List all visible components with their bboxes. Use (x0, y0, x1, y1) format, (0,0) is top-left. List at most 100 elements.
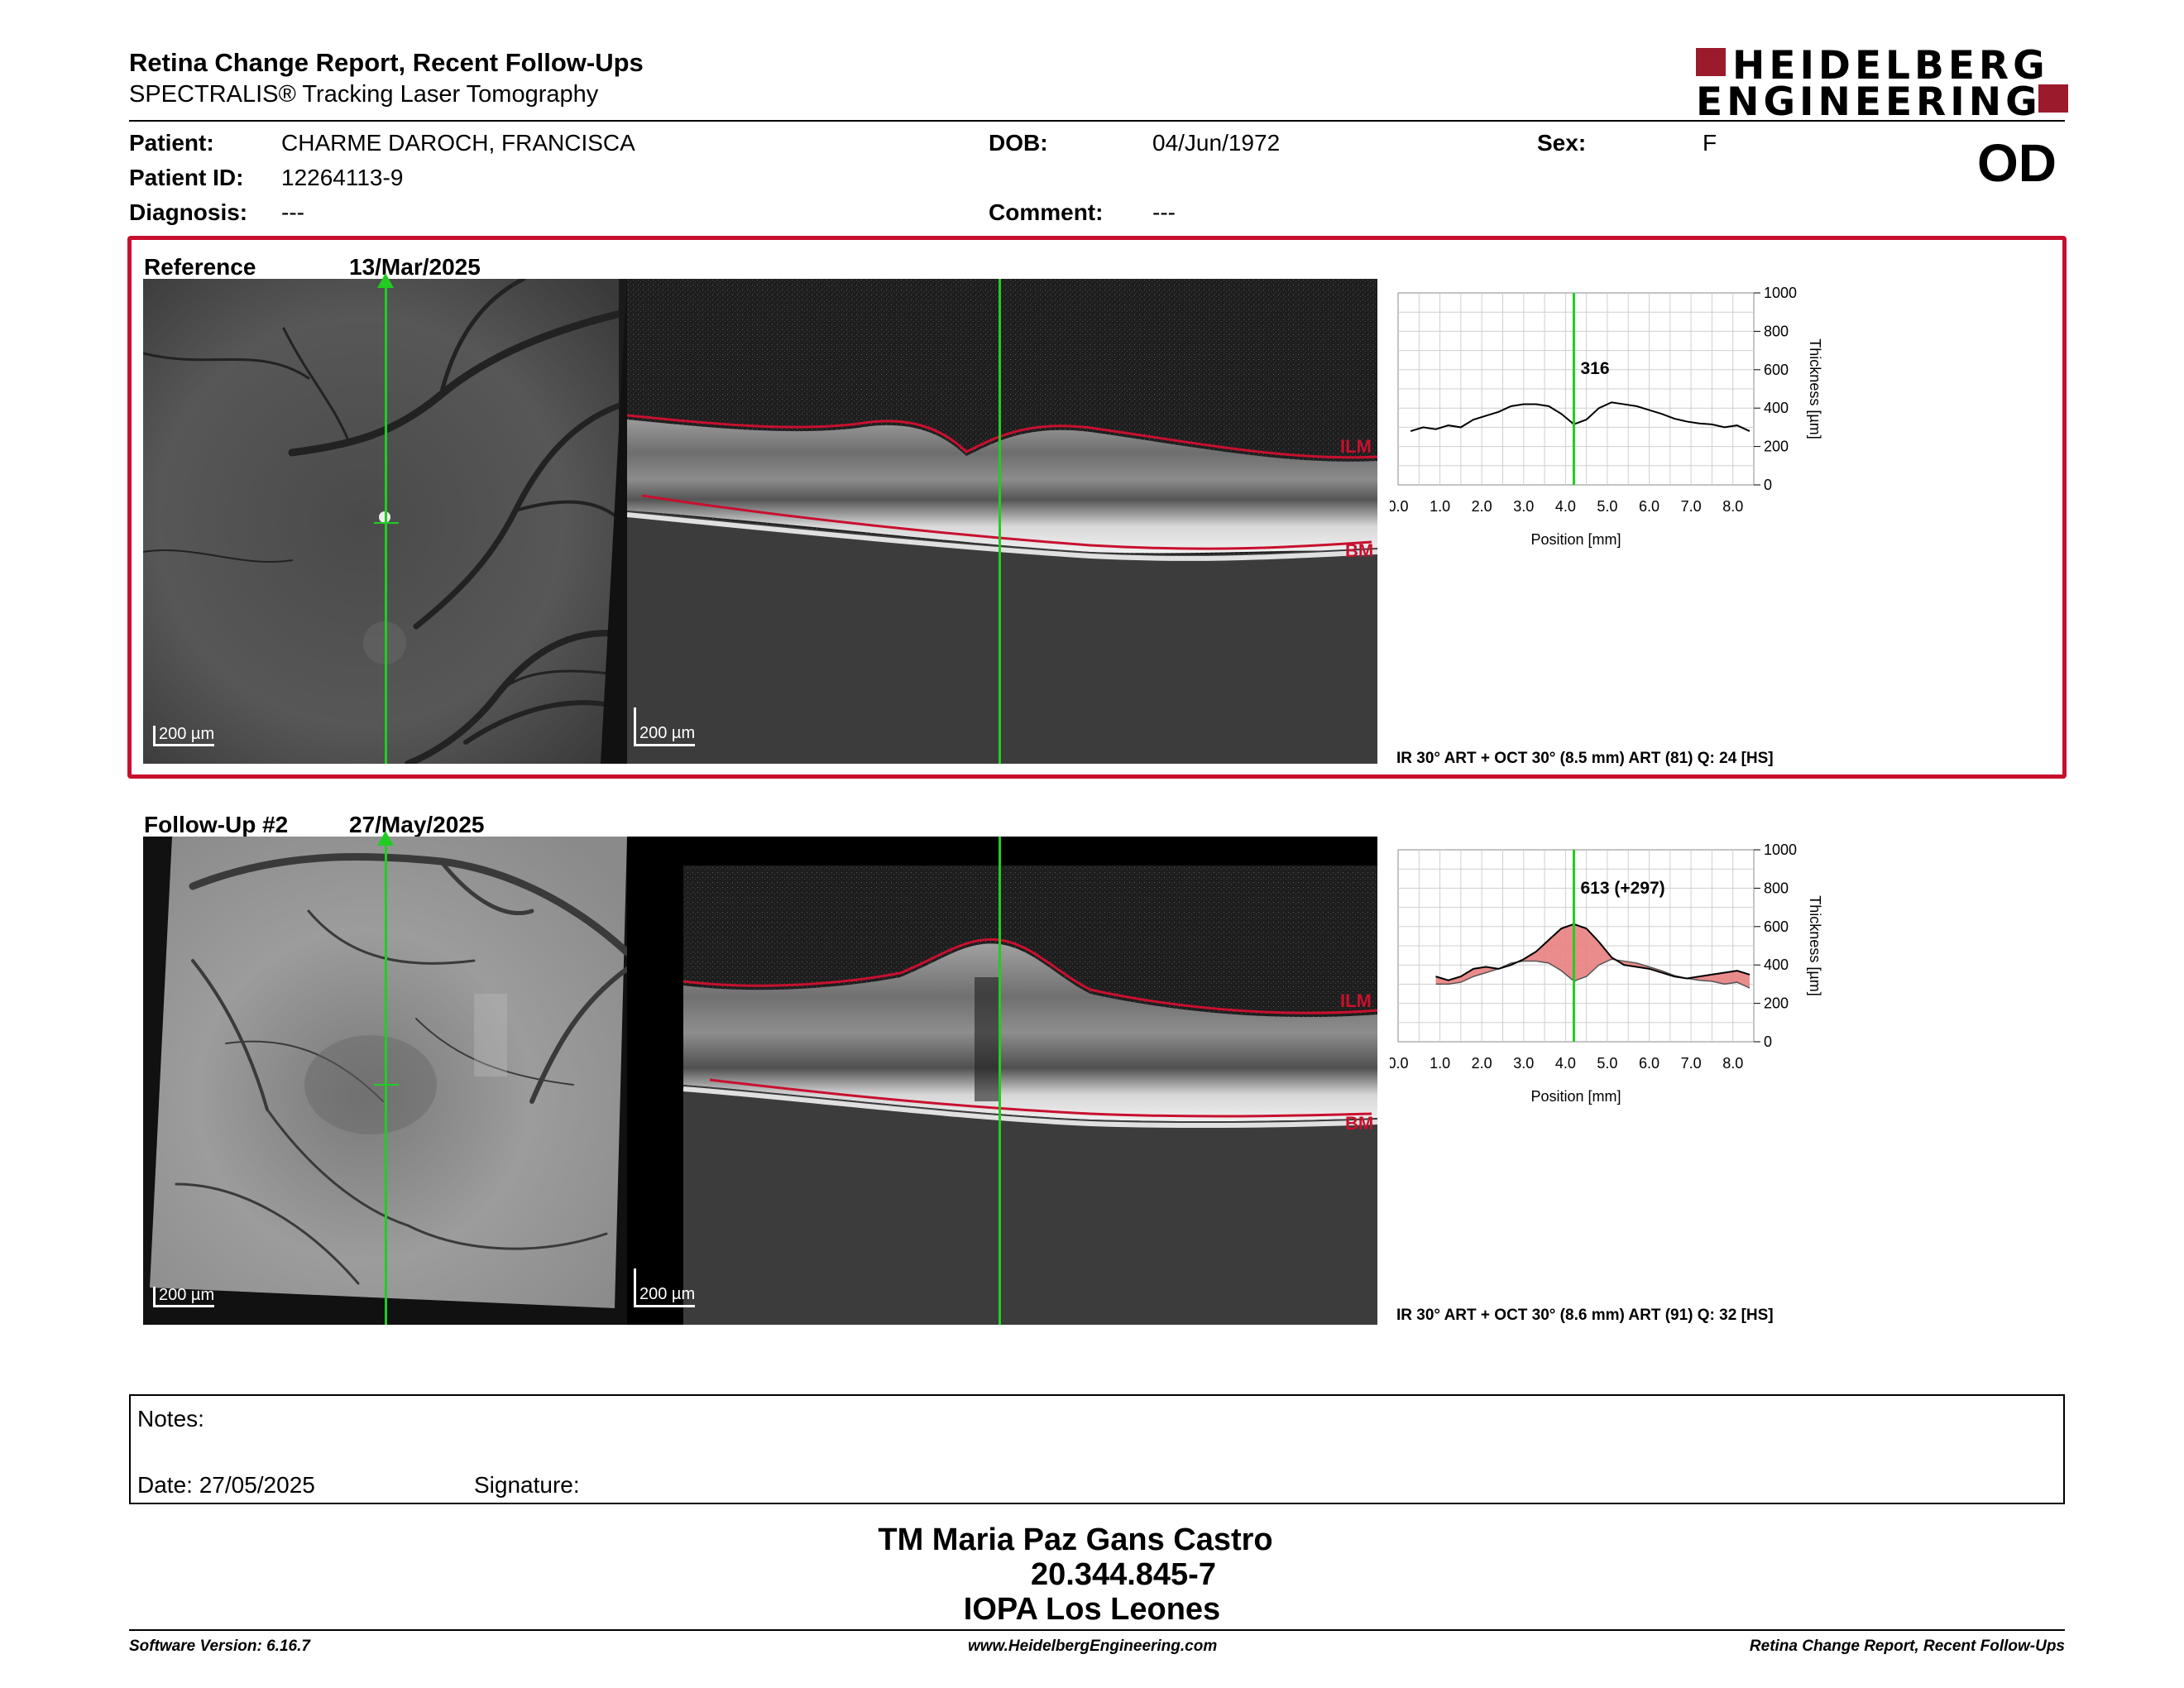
logo-line-1: HEIDELBERG (1732, 43, 2049, 89)
followup-oct-scale-text: 200 µm (639, 1285, 696, 1303)
comment-label: Comment: (989, 199, 1104, 225)
y-tick-label: 1000 (1764, 842, 1797, 858)
x-tick-label: 8.0 (1722, 1055, 1743, 1072)
signer-name: TM Maria Paz Gans Castro (878, 1523, 1273, 1557)
followup-fundus-scalebar: 200 µm (153, 1286, 215, 1307)
patient-id-label: Patient ID: (129, 165, 244, 190)
report-subtitle: SPECTRALIS® Tracking Laser Tomography (129, 81, 599, 108)
y-tick-label: 0 (1764, 477, 1772, 493)
followup-oct-image: ILM BM 200 µm (627, 837, 1377, 1325)
y-tick-label: 400 (1764, 400, 1789, 416)
y-axis-label: Thickness [µm] (1807, 338, 1823, 439)
heidelberg-logo: HEIDELBERG ENGINEERING (1696, 43, 2068, 122)
followup-bm-label: BM (1345, 1113, 1373, 1134)
sex-label: Sex: (1537, 130, 1587, 156)
y-tick-label: 1000 (1764, 285, 1797, 301)
followup-date: 27/May/2025 (349, 812, 485, 837)
y-tick-label: 200 (1764, 439, 1789, 455)
followup-scan-line (385, 837, 387, 1325)
x-tick-label: 3.0 (1513, 498, 1534, 515)
eye-indicator: OD (1977, 133, 2057, 193)
diagnosis-value: --- (281, 199, 304, 225)
reference-date: 13/Mar/2025 (349, 254, 481, 280)
x-tick-label: 6.0 (1639, 498, 1660, 515)
logo-square-top (1696, 48, 1726, 76)
footer-report-name: Retina Change Report, Recent Follow-Ups (1749, 1638, 2065, 1655)
reference-ilm-label: ILM (1340, 436, 1372, 457)
followup-scan-tick (374, 1084, 399, 1086)
y-tick-label: 800 (1764, 323, 1789, 339)
x-tick-label: 1.0 (1430, 498, 1450, 515)
reference-fundus-scalebar: 200 µm (153, 725, 215, 746)
footer-software-version: Software Version: 6.16.7 (129, 1638, 310, 1655)
x-tick-label: 0.0 (1390, 498, 1409, 515)
reference-label: Reference (144, 254, 256, 280)
followup-fundus-drawing (150, 837, 627, 1308)
followup-label: Follow-Up #2 (144, 812, 289, 837)
x-tick-label: 4.0 (1555, 1055, 1576, 1072)
notes-box[interactable]: Notes: Date: 27/05/2025 Signature: (129, 1394, 2065, 1504)
patient-label: Patient: (129, 130, 214, 156)
x-tick-label: 4.0 (1555, 498, 1576, 515)
reference-oct-drawing: ILM BM (627, 279, 1377, 764)
x-tick-label: 7.0 (1681, 1055, 1702, 1072)
y-tick-label: 400 (1764, 957, 1789, 973)
comment-value: --- (1152, 199, 1176, 225)
followup-fundus-image: 200 µm (143, 837, 627, 1325)
reference-scan-tick (374, 522, 399, 524)
reference-series-line (1435, 958, 1751, 989)
reference-bm-label: BM (1345, 540, 1373, 561)
x-tick-label: 8.0 (1722, 498, 1743, 515)
reference-oct-cursor (999, 279, 1001, 764)
reference-scan-line (385, 279, 387, 764)
x-tick-label: 2.0 (1472, 1055, 1492, 1072)
thickness-series-line (1410, 401, 1751, 432)
followup-scan-arrow (377, 831, 394, 846)
x-tick-label: 5.0 (1597, 1055, 1617, 1072)
signer-org: IOPA Los Leones (963, 1592, 1221, 1627)
reference-oct-scalebar: 200 µm (634, 707, 696, 746)
x-tick-label: 1.0 (1430, 1055, 1450, 1072)
followup-oct-scalebar: 200 µm (634, 1268, 696, 1307)
cursor-value-label: 613 (+297) (1580, 879, 1664, 898)
y-tick-label: 600 (1764, 918, 1789, 935)
reference-scan-arrow (377, 273, 394, 288)
notes-label: Notes: (137, 1406, 204, 1431)
y-tick-label: 800 (1764, 880, 1789, 896)
reference-thickness-chart: 0 200 400 600 800 1000 0.0 1.0 2.0 3.0 4.0 5.0 6.0 7.… (1390, 285, 1823, 548)
followup-oct-cursor (999, 837, 1001, 1325)
x-tick-label: 5.0 (1597, 498, 1617, 515)
reference-fundus-scale-text: 200 µm (159, 725, 215, 743)
followup-ilm-label: ILM (1340, 990, 1372, 1011)
header-rule (129, 120, 2065, 122)
logo-square-bottom (2038, 84, 2068, 113)
dob-label: DOB: (989, 130, 1048, 156)
difference-area (1435, 923, 1750, 989)
x-tick-label: 6.0 (1639, 1055, 1660, 1072)
reference-oct-scale-text: 200 µm (639, 724, 696, 742)
x-tick-label: 2.0 (1472, 498, 1492, 515)
x-tick-label: 3.0 (1513, 1055, 1534, 1072)
sex-value: F (1703, 130, 1717, 156)
followup-oct-drawing: ILM BM (682, 866, 1377, 1325)
reference-caption: IR 30° ART + OCT 30° (8.5 mm) ART (81) Q… (1396, 750, 1774, 767)
signer-id: 20.344.845-7 (1031, 1557, 1216, 1592)
x-tick-label: 0.0 (1390, 1055, 1409, 1072)
patient-name: CHARME DAROCH, FRANCISCA (281, 130, 635, 156)
followup-caption: IR 30° ART + OCT 30° (8.6 mm) ART (91) Q… (1396, 1307, 1774, 1324)
x-tick-label: 7.0 (1681, 498, 1702, 515)
patient-id-value: 12264113-9 (281, 165, 404, 190)
followup-fundus-scale-text: 200 µm (159, 1286, 215, 1304)
y-tick-label: 0 (1764, 1033, 1772, 1050)
footer-website-link[interactable]: www.HeidelbergEngineering.com (968, 1638, 1218, 1655)
followup-series-line (1435, 923, 1751, 981)
y-tick-label: 600 (1764, 362, 1789, 378)
report-title: Retina Change Report, Recent Follow-Ups (129, 48, 644, 77)
diagnosis-label: Diagnosis: (129, 199, 248, 225)
y-axis-label: Thickness [µm] (1807, 895, 1823, 995)
x-axis-label: Position [mm] (1530, 531, 1621, 548)
footer-rule (129, 1629, 2065, 1631)
signature-label: Signature: (474, 1472, 580, 1498)
cursor-value-label: 316 (1580, 359, 1609, 378)
x-axis-label: Position [mm] (1530, 1088, 1621, 1105)
